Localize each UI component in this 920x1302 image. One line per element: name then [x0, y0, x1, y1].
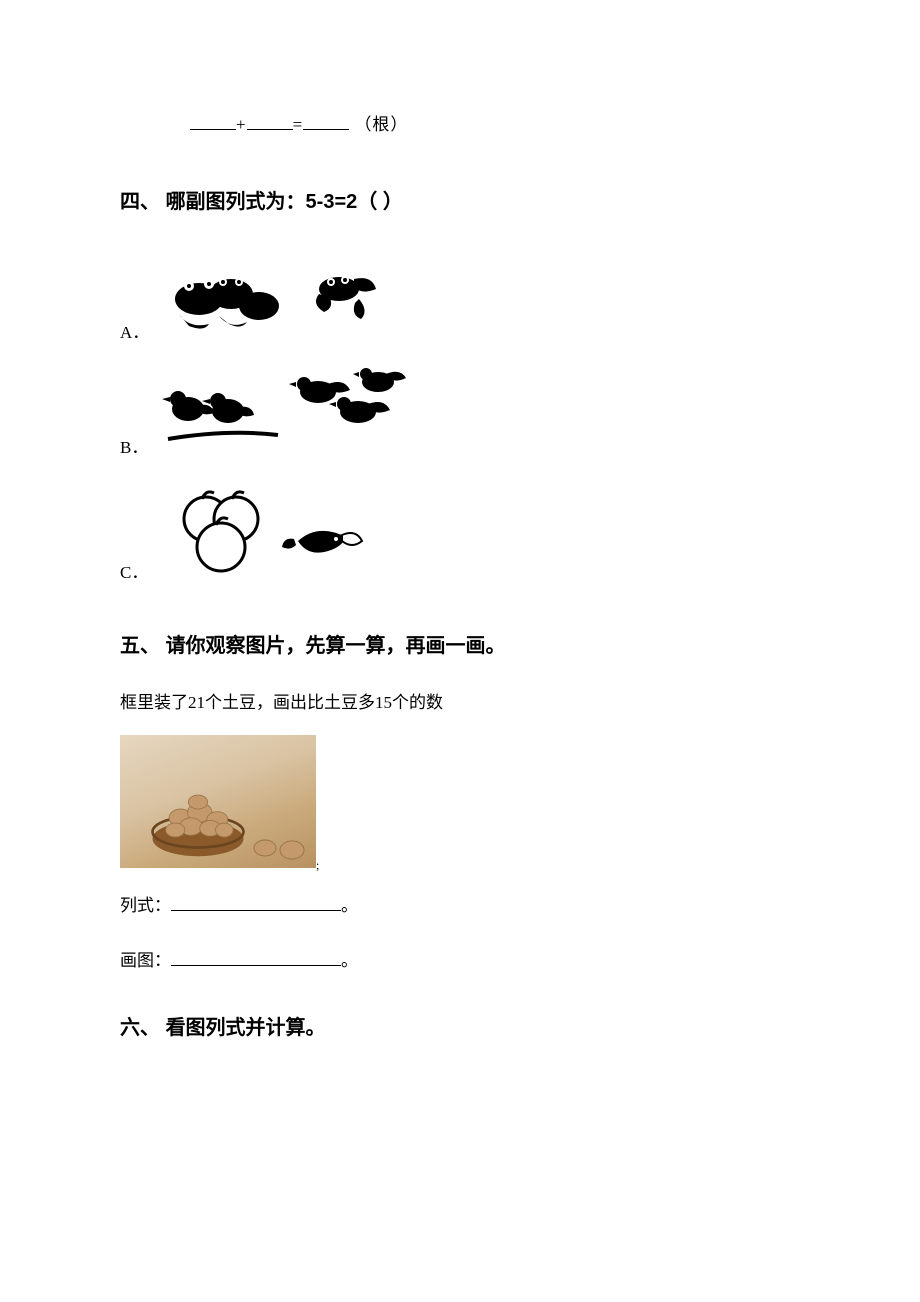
potato-photo: [120, 735, 316, 868]
q4-heading: 四、 哪副图列式为：5-3=2（ ）: [120, 185, 800, 214]
q5-draw-blank[interactable]: [171, 951, 341, 966]
q5-number: 五、: [120, 635, 160, 657]
q5-photo-wrapper: ;: [120, 735, 800, 873]
option-b-image-birds: [158, 359, 418, 464]
plus-sign: +: [236, 115, 247, 134]
blank-addend2[interactable]: [247, 115, 293, 130]
option-a-image-frogs: [159, 244, 399, 349]
option-c-label: C．: [120, 558, 148, 589]
q4-option-c[interactable]: C．: [120, 474, 800, 589]
option-a-label: A．: [120, 318, 149, 349]
q4-option-a[interactable]: A．: [120, 244, 800, 349]
q5-draw-line: 画图： 。: [120, 946, 800, 971]
unit-label: （根）: [354, 115, 408, 134]
blank-sum[interactable]: [303, 115, 349, 130]
q5-list-period: 。: [341, 896, 358, 915]
q5-heading: 五、 请你观察图片，先算一算，再画一画。: [120, 629, 800, 658]
q5-list-line: 列式： 。: [120, 891, 800, 916]
equals-sign: =: [293, 115, 304, 134]
q5-draw-period: 。: [341, 951, 358, 970]
q6-number: 六、: [120, 1017, 160, 1039]
q5-draw-label: 画图：: [120, 951, 171, 970]
q4-title: 哪副图列式为：5-3=2（ ）: [166, 191, 403, 213]
blank-addend1[interactable]: [190, 115, 236, 130]
q4-number: 四、: [120, 191, 160, 213]
q5-body: 框里装了21个土豆，画出比土豆多15个的数: [120, 688, 800, 713]
q4-option-b[interactable]: B．: [120, 359, 800, 464]
photo-trailing-semicolon: ;: [316, 858, 319, 872]
option-b-label: B．: [120, 433, 148, 464]
option-c-image-peaches-fish: [158, 474, 398, 589]
q6-heading: 六、 看图列式并计算。: [120, 1011, 800, 1040]
worksheet-page: + = （根） 四、 哪副图列式为：5-3=2（ ） A．: [0, 0, 920, 1302]
q5-list-label: 列式：: [120, 896, 171, 915]
q5-title: 请你观察图片，先算一算，再画一画。: [166, 635, 506, 657]
q3-fill-equation: + = （根）: [190, 110, 800, 135]
q5-list-blank[interactable]: [171, 896, 341, 911]
q6-title: 看图列式并计算。: [166, 1017, 326, 1039]
